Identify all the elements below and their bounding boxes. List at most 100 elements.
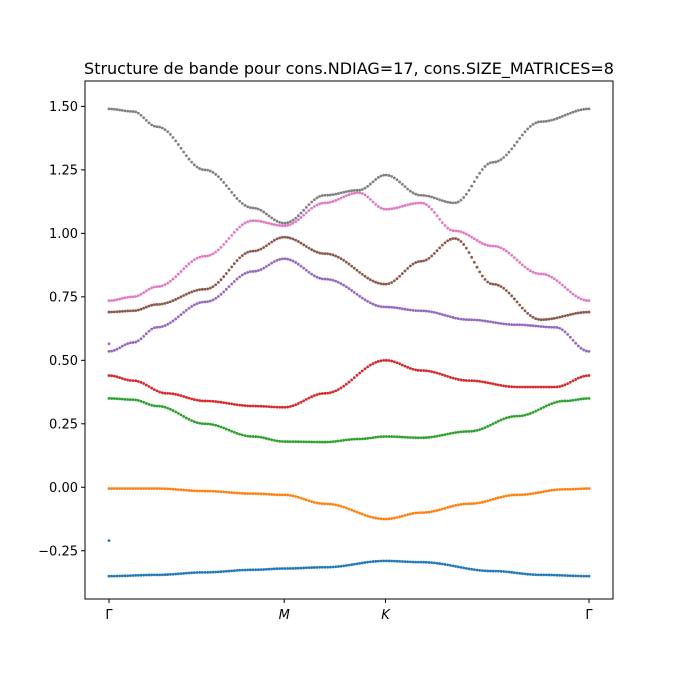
band-point	[371, 279, 375, 283]
y-tick-label: 0.00	[49, 481, 78, 496]
band-point	[136, 308, 140, 312]
band-point	[134, 295, 138, 298]
band-point	[256, 269, 260, 272]
band-point	[438, 198, 442, 202]
band-point	[240, 433, 244, 437]
band-point	[483, 500, 487, 503]
band-point	[307, 209, 311, 212]
band-point	[374, 202, 378, 206]
band-point	[550, 275, 554, 279]
band-point	[435, 371, 439, 375]
band-point	[118, 574, 122, 578]
band-point	[224, 287, 228, 291]
band-point	[208, 169, 212, 173]
band-point	[520, 385, 524, 389]
band-point	[438, 312, 442, 316]
band-point	[304, 268, 308, 272]
band-point	[496, 496, 500, 500]
band-point	[400, 560, 404, 563]
band-point	[232, 280, 236, 283]
band-point	[291, 494, 295, 498]
band-point	[219, 177, 223, 181]
band-point	[246, 205, 250, 209]
band-point	[238, 568, 242, 572]
band-point	[315, 501, 319, 505]
band-point	[299, 211, 303, 215]
band-point	[366, 514, 370, 518]
band-point	[451, 316, 455, 319]
band-point	[512, 493, 516, 497]
band-point	[558, 385, 562, 388]
band-series-6	[107, 235, 591, 322]
band-point	[358, 270, 362, 274]
band-point	[488, 423, 492, 427]
band-point	[198, 571, 202, 574]
band-point	[552, 316, 556, 320]
band-point	[400, 204, 404, 208]
band-point	[222, 426, 226, 430]
band-point	[491, 422, 495, 426]
band-point	[502, 156, 506, 159]
band-point	[560, 114, 564, 118]
band-point	[118, 108, 122, 112]
band-point	[536, 573, 540, 577]
band-point	[302, 440, 306, 444]
band-point	[406, 513, 410, 517]
band-point	[430, 310, 434, 314]
band-point	[534, 573, 538, 577]
band-point	[184, 292, 188, 296]
band-point	[126, 487, 130, 490]
band-point	[339, 564, 343, 568]
band-point	[227, 402, 231, 405]
band-point	[270, 438, 274, 442]
band-point	[243, 272, 247, 275]
band-point	[515, 571, 519, 575]
band-point	[574, 312, 578, 315]
band-point	[294, 440, 298, 444]
band-point	[139, 399, 143, 403]
band-point	[398, 205, 402, 209]
band-point	[550, 402, 554, 406]
band-point	[406, 435, 410, 439]
band-point	[446, 375, 450, 378]
band-point	[208, 253, 212, 257]
band-point	[160, 391, 164, 395]
band-point	[539, 272, 543, 276]
band-point	[272, 238, 276, 242]
band-point	[358, 188, 362, 192]
band-point	[480, 569, 484, 572]
band-point	[424, 511, 428, 514]
band-point	[427, 369, 431, 373]
band-point	[470, 184, 474, 188]
band-point	[430, 254, 434, 258]
band-point	[432, 509, 436, 513]
band-point	[366, 300, 370, 303]
band-point	[208, 570, 212, 574]
band-point	[384, 282, 388, 286]
band-point	[430, 370, 434, 374]
band-point	[576, 574, 580, 578]
band-point	[190, 419, 194, 423]
band-point	[328, 502, 332, 506]
band-point	[128, 295, 132, 299]
band-point	[422, 369, 426, 372]
band-point	[299, 496, 303, 500]
band-point	[179, 313, 183, 317]
band-point	[256, 248, 260, 252]
band-point	[275, 258, 279, 262]
band-point	[504, 153, 508, 157]
band-point	[155, 389, 159, 393]
band-point	[528, 573, 532, 576]
band-point	[523, 130, 527, 134]
band-point	[459, 566, 463, 569]
band-point	[475, 265, 479, 269]
band-point	[526, 311, 530, 315]
band-point	[120, 109, 124, 112]
band-point	[206, 489, 210, 493]
band-point	[523, 309, 527, 313]
band-point	[158, 325, 162, 329]
band-point	[182, 571, 186, 575]
band-point	[387, 207, 391, 211]
band-point	[494, 497, 498, 500]
